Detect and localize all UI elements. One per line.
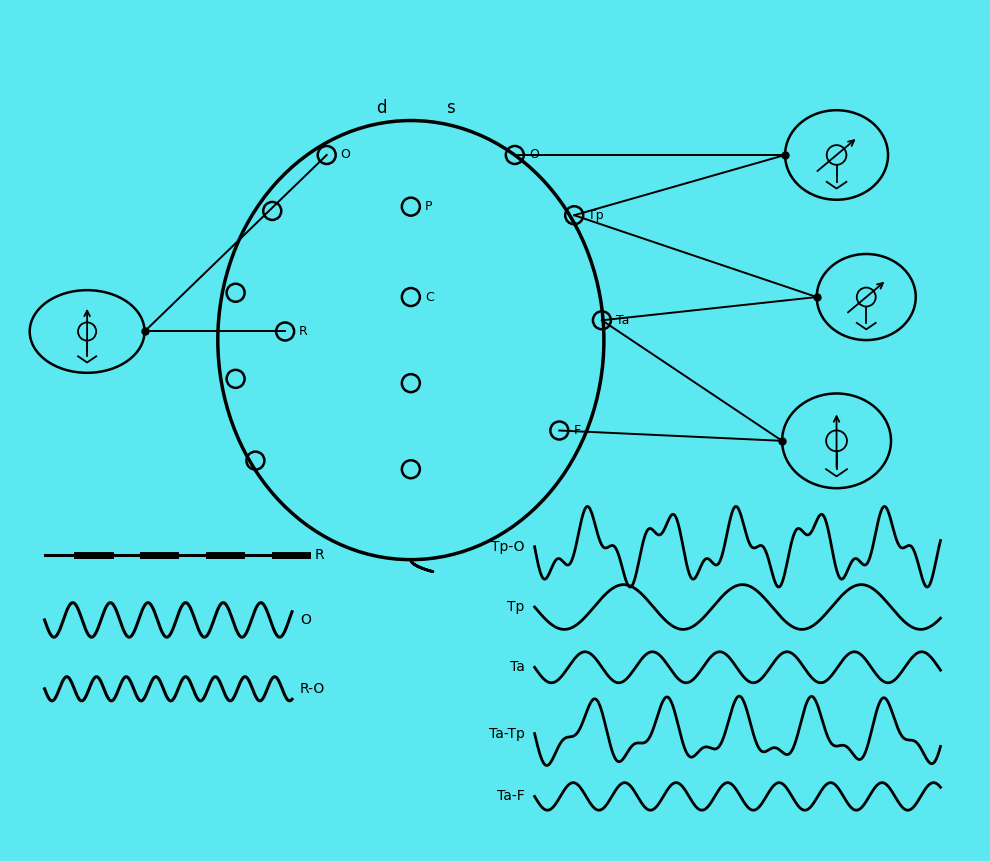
Text: O: O: [529, 148, 539, 162]
Text: O: O: [300, 613, 311, 627]
Text: R: R: [299, 325, 308, 338]
Text: P: P: [425, 200, 433, 214]
Text: R: R: [315, 548, 325, 562]
Text: Ta: Ta: [510, 660, 525, 674]
Text: O: O: [341, 148, 350, 162]
Text: F: F: [573, 424, 580, 437]
Text: Tp: Tp: [588, 208, 604, 222]
Text: Tp-O: Tp-O: [491, 540, 525, 554]
Text: s: s: [446, 99, 454, 116]
Text: d: d: [376, 99, 386, 116]
Text: Tp: Tp: [507, 600, 525, 614]
Text: Ta-Tp: Ta-Tp: [489, 727, 525, 740]
Text: Ta-F: Ta-F: [497, 790, 525, 803]
Text: C: C: [425, 290, 434, 304]
Text: Ta: Ta: [616, 313, 630, 327]
Text: R-O: R-O: [300, 682, 326, 696]
